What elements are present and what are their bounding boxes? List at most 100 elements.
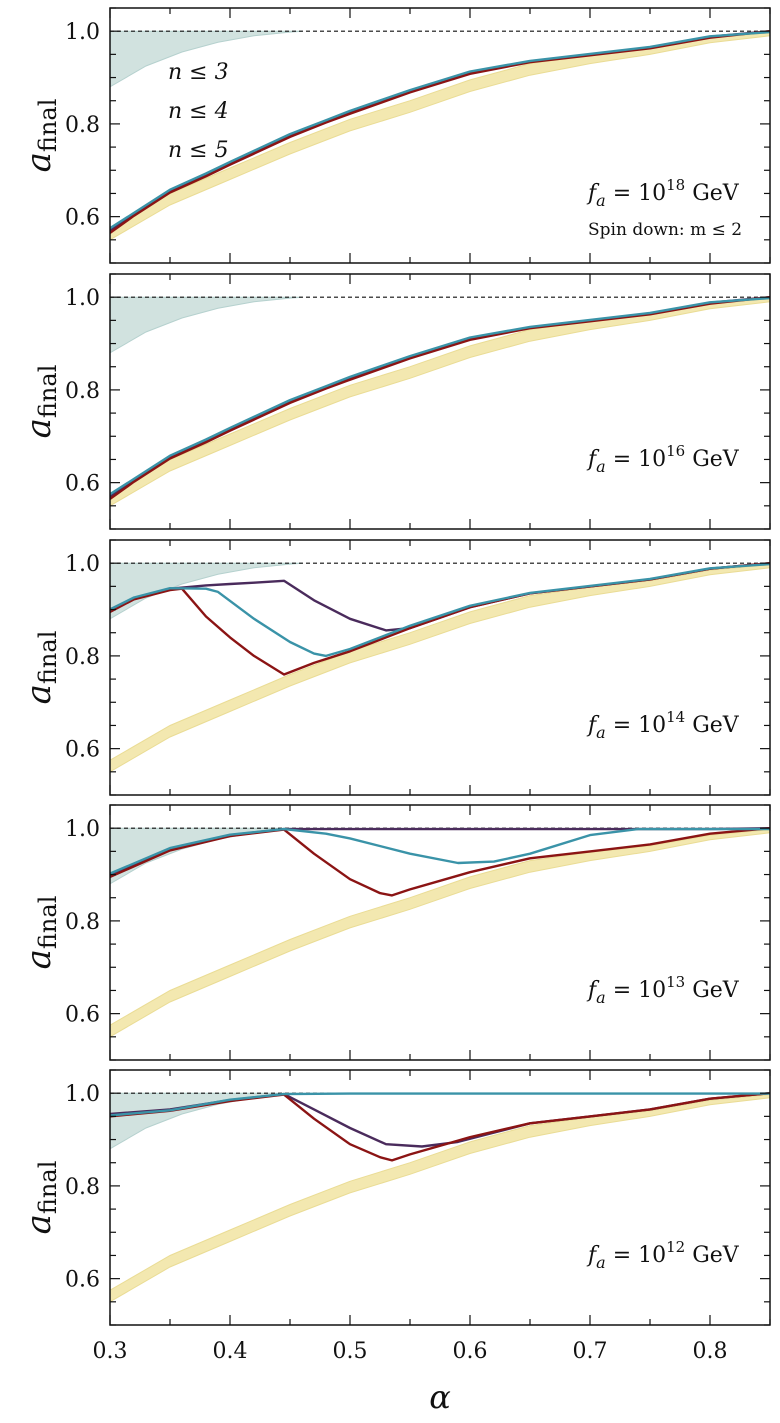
y-axis-label-sub: final: [34, 365, 62, 418]
fa-label-exp: 13: [666, 973, 685, 991]
panel-frame: [109, 273, 771, 530]
excluded-region: [110, 827, 303, 885]
fa-label: fa = 1012 GeV: [586, 1238, 740, 1272]
y-axis-label: afinal: [19, 365, 62, 439]
y-axis-label-sub: final: [34, 631, 62, 684]
fa-label-sub: a: [596, 457, 606, 476]
y-axis-label-main: a: [19, 152, 59, 172]
fa-label-sub: a: [596, 191, 606, 210]
y-tick-label: 1.0: [65, 286, 100, 311]
series-line-n3: [110, 296, 770, 498]
series-line-n5: [110, 562, 770, 658]
plot-area: [110, 562, 770, 773]
legend-entry-n3: n ≤ 3: [168, 60, 229, 85]
plot-area: [110, 827, 770, 1038]
spin-down-band: [110, 1094, 770, 1303]
y-tick-label: 0.8: [65, 910, 100, 935]
panel-frame: [109, 7, 771, 264]
y-tick-label: 0.8: [65, 113, 100, 138]
fa-label-sub: a: [596, 1253, 606, 1272]
x-tick-label: 0.3: [93, 1339, 128, 1364]
fa-label-sub: a: [596, 723, 606, 742]
spin-down-band: [110, 564, 770, 773]
y-tick-label: 0.6: [65, 206, 100, 231]
fa-label-eq: = 10: [606, 447, 666, 472]
y-tick-label: 0.8: [65, 645, 100, 670]
y-axis-label-sub: final: [34, 1161, 62, 1214]
plot-area: [110, 30, 770, 241]
y-tick-label: 0.6: [65, 472, 100, 497]
x-tick-label: 0.6: [453, 1339, 488, 1364]
legend-entry-n5: n ≤ 5: [168, 138, 229, 163]
excluded-region: [110, 30, 303, 88]
y-axis-label: afinal: [19, 99, 62, 173]
series-line-n5: [110, 827, 770, 875]
fa-label-exp: 18: [666, 176, 685, 194]
series-line-n4: [110, 296, 770, 500]
spin-down-note: Spin down: m ≤ 2: [588, 220, 742, 240]
y-tick-label: 0.6: [65, 738, 100, 763]
y-axis-label-main: a: [19, 1214, 59, 1234]
plot-area: [110, 296, 770, 507]
y-tick-label: 1.0: [65, 817, 100, 842]
y-axis-label: afinal: [19, 896, 62, 970]
fa-label: fa = 1018 GeV: [586, 176, 740, 210]
fa-label-exp: 12: [666, 1238, 685, 1256]
fa-label: fa = 1014 GeV: [586, 708, 740, 742]
plot-area: [110, 1092, 770, 1303]
fa-label-unit: GeV: [685, 447, 740, 472]
y-tick-label: 1.0: [65, 20, 100, 45]
y-tick-label: 1.0: [65, 552, 100, 577]
y-tick-label: 0.6: [65, 1268, 100, 1293]
y-axis-label-main: a: [19, 418, 59, 438]
series-line-n5: [110, 30, 770, 230]
fa-label-eq: = 10: [606, 1243, 666, 1268]
fa-label-eq: = 10: [606, 978, 666, 1003]
legend-entry-n4: n ≤ 4: [168, 99, 229, 124]
fa-label-exp: 16: [666, 442, 685, 460]
y-axis-label-main: a: [19, 684, 59, 704]
excluded-region: [110, 562, 303, 620]
excluded-region: [110, 296, 303, 354]
series-line-n5: [110, 296, 770, 496]
y-tick-label: 1.0: [65, 1082, 100, 1107]
y-axis-label-sub: final: [34, 99, 62, 152]
spin-down-band: [110, 32, 770, 241]
spin-down-band: [110, 298, 770, 507]
excluded-region: [110, 1092, 303, 1150]
y-axis-label: afinal: [19, 631, 62, 705]
fa-label-unit: GeV: [685, 978, 740, 1003]
y-axis-label: afinal: [19, 1161, 62, 1235]
fa-label-eq: = 10: [606, 181, 666, 206]
x-axis-label: α: [429, 1378, 451, 1416]
fa-label-sub: a: [596, 988, 606, 1007]
fa-label-exp: 14: [666, 708, 685, 726]
y-tick-label: 0.6: [65, 1003, 100, 1028]
panel-frame: [109, 804, 771, 1061]
fa-label-unit: GeV: [685, 181, 740, 206]
fa-label-unit: GeV: [685, 713, 740, 738]
fa-label-eq: = 10: [606, 713, 666, 738]
x-tick-label: 0.7: [573, 1339, 608, 1364]
x-tick-label: 0.4: [213, 1339, 248, 1364]
panel-frame: [109, 1069, 771, 1326]
x-tick-label: 0.8: [693, 1339, 728, 1364]
y-axis-label-sub: final: [34, 896, 62, 949]
x-tick-label: 0.5: [333, 1339, 368, 1364]
spin-down-band: [110, 829, 770, 1038]
y-tick-label: 0.8: [65, 379, 100, 404]
series-line-n5: [110, 1092, 770, 1117]
y-axis-label-main: a: [19, 949, 59, 969]
panel-frame: [109, 539, 771, 796]
y-tick-label: 0.8: [65, 1175, 100, 1200]
fa-label: fa = 1013 GeV: [586, 973, 740, 1007]
fa-label: fa = 1016 GeV: [586, 442, 740, 476]
series-line-n4: [110, 30, 770, 234]
fa-label-unit: GeV: [685, 1243, 740, 1268]
